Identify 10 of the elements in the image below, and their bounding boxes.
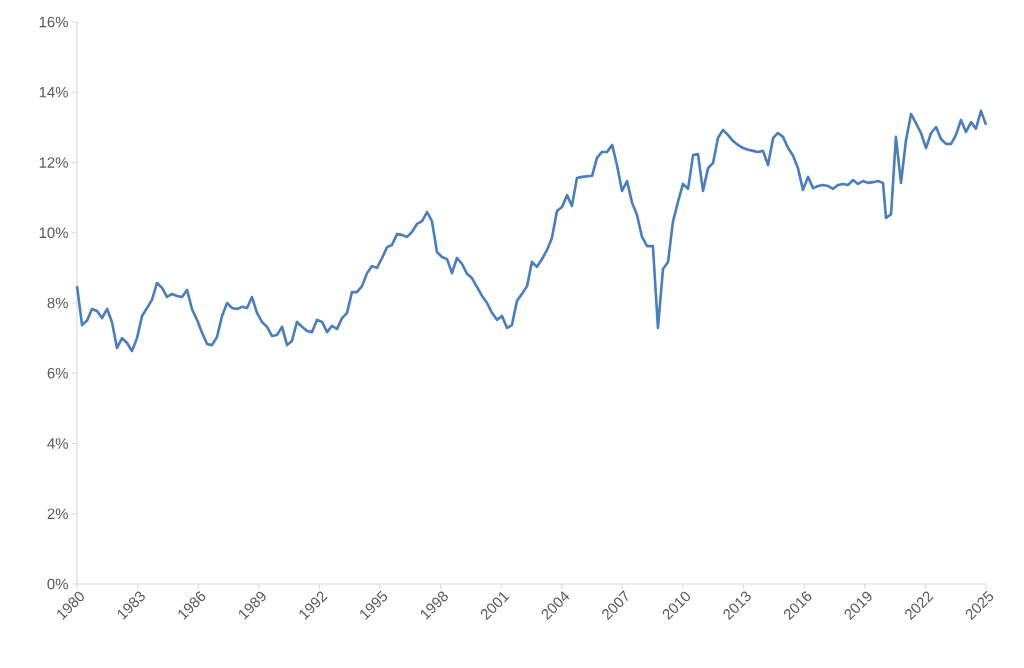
y-tick-label: 0% <box>47 578 68 590</box>
y-tick-label: 6% <box>47 367 68 379</box>
y-tick-label: 8% <box>47 297 68 309</box>
y-tick-label: 4% <box>47 438 68 449</box>
y-tick-label: 14% <box>39 87 68 98</box>
y-tick-label: 12% <box>39 157 68 168</box>
y-tick-label: 2% <box>47 508 68 519</box>
line-series <box>75 109 988 353</box>
y-tick-label: 10% <box>39 227 68 239</box>
y-tick-label: 16% <box>39 16 68 28</box>
